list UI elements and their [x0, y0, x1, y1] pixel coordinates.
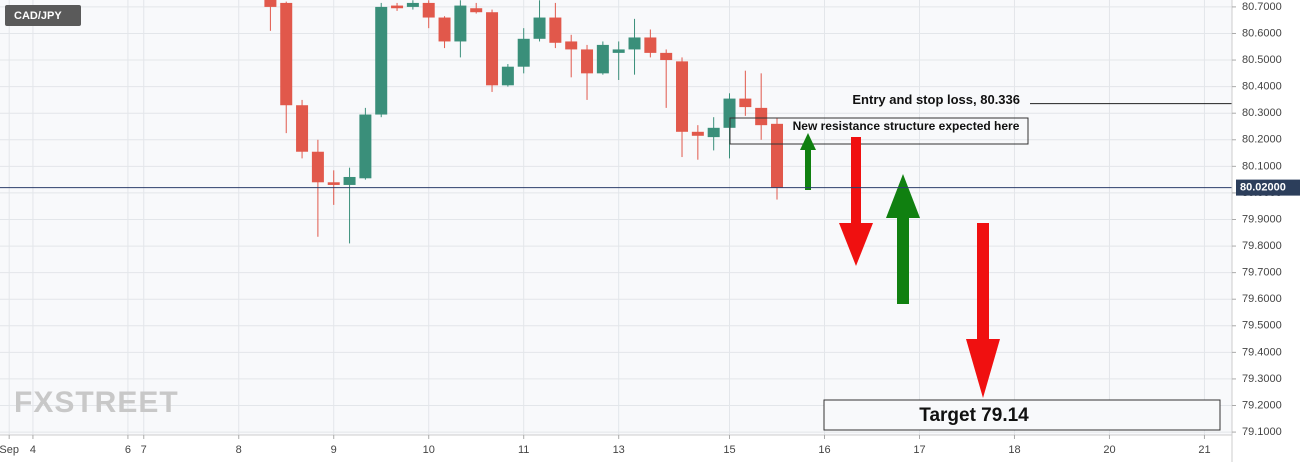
y-tick-label: 80.4000	[1242, 81, 1282, 93]
candle-body	[454, 5, 467, 42]
y-tick-label: 80.5000	[1242, 54, 1282, 66]
y-tick-label: 79.1000	[1242, 426, 1282, 438]
x-tick-label: 9	[331, 444, 337, 456]
y-tick-label: 79.7000	[1242, 267, 1282, 279]
candle-body	[549, 17, 562, 43]
y-tick-label: 79.4000	[1242, 346, 1282, 358]
last-price-box	[1236, 179, 1300, 196]
candle-body	[691, 131, 704, 136]
x-tick-label: 8	[236, 444, 242, 456]
x-tick-label: 15	[723, 444, 735, 456]
candle-body	[375, 6, 388, 115]
x-tick-label: 11	[518, 444, 529, 456]
symbol-box	[5, 5, 81, 26]
y-tick-label: 80.2000	[1242, 134, 1282, 146]
candle-body	[644, 37, 657, 53]
candle-body	[264, 0, 277, 7]
chart-title: CAD/JPY	[14, 10, 62, 22]
x-tick-label: 17	[913, 444, 925, 456]
candle-body	[660, 52, 673, 61]
candle-body	[501, 66, 514, 86]
candle-body	[486, 12, 499, 86]
candle-body	[707, 127, 720, 138]
y-tick-label: 79.3000	[1242, 373, 1282, 385]
candle-body	[438, 17, 451, 42]
candle-body	[422, 2, 435, 18]
candle-body	[628, 37, 641, 50]
candle-body	[533, 17, 546, 39]
x-tick-label: 13	[613, 444, 625, 456]
arrow-red-1	[839, 137, 873, 266]
target-box	[823, 399, 1221, 431]
candle-body	[470, 8, 483, 13]
x-tick-label: 4	[30, 444, 36, 456]
candle-body	[612, 49, 625, 53]
x-tick-label: 6	[125, 444, 131, 456]
plot-area	[0, 0, 1232, 435]
y-tick-label: 80.6000	[1242, 27, 1282, 39]
target-label: Target 79.14	[919, 405, 1029, 426]
x-tick-label: 7	[141, 444, 147, 456]
y-tick-label: 80.7000	[1242, 1, 1282, 13]
candle-body	[327, 182, 340, 185]
candle-body	[517, 38, 530, 67]
arrow-red-2	[966, 223, 1000, 398]
y-tick-label: 79.9000	[1242, 213, 1282, 225]
grid	[0, 0, 1232, 435]
candle-body	[343, 176, 356, 185]
x-tick-label: 10	[423, 444, 435, 456]
arrow-green-big	[886, 174, 920, 304]
y-tick-label: 79.8000	[1242, 240, 1282, 252]
candle-body	[391, 5, 404, 9]
candle-body	[755, 107, 768, 126]
resistance-box	[729, 117, 1029, 145]
candles	[264, 0, 784, 244]
candle-body	[311, 151, 324, 183]
candle-body	[296, 105, 309, 152]
candle-body	[565, 41, 578, 50]
overlay: New resistance structure expected here T…	[0, 92, 1232, 431]
candle-body	[676, 61, 689, 132]
candle-body	[359, 114, 372, 179]
x-tick-label: 16	[818, 444, 830, 456]
candle-body	[723, 98, 736, 128]
entry-label: Entry and stop loss, 80.336	[852, 92, 1020, 107]
x-tick-label: 18	[1008, 444, 1020, 456]
x-tick-label: 21	[1198, 444, 1210, 456]
y-tick-label: 79.2000	[1242, 399, 1282, 411]
candle-body	[581, 49, 594, 74]
candle-body	[739, 98, 752, 108]
arrow-green-small	[800, 133, 816, 190]
y-tick-label: 79.5000	[1242, 320, 1282, 332]
resistance-label: New resistance structure expected here	[793, 119, 1020, 133]
y-tick-label: 80.3000	[1242, 107, 1282, 119]
candle-body	[280, 2, 293, 106]
last-price-label: 80.02000	[1240, 182, 1286, 194]
candle-body	[406, 2, 419, 7]
x-tick-label: 20	[1103, 444, 1115, 456]
watermark: FXSTREET	[14, 386, 179, 419]
y-tick-label: 80.1000	[1242, 160, 1282, 172]
candle-body	[771, 123, 784, 188]
x-tick-label: Sep	[0, 444, 19, 456]
y-tick-label: 79.6000	[1242, 293, 1282, 305]
candle-body	[596, 44, 609, 74]
